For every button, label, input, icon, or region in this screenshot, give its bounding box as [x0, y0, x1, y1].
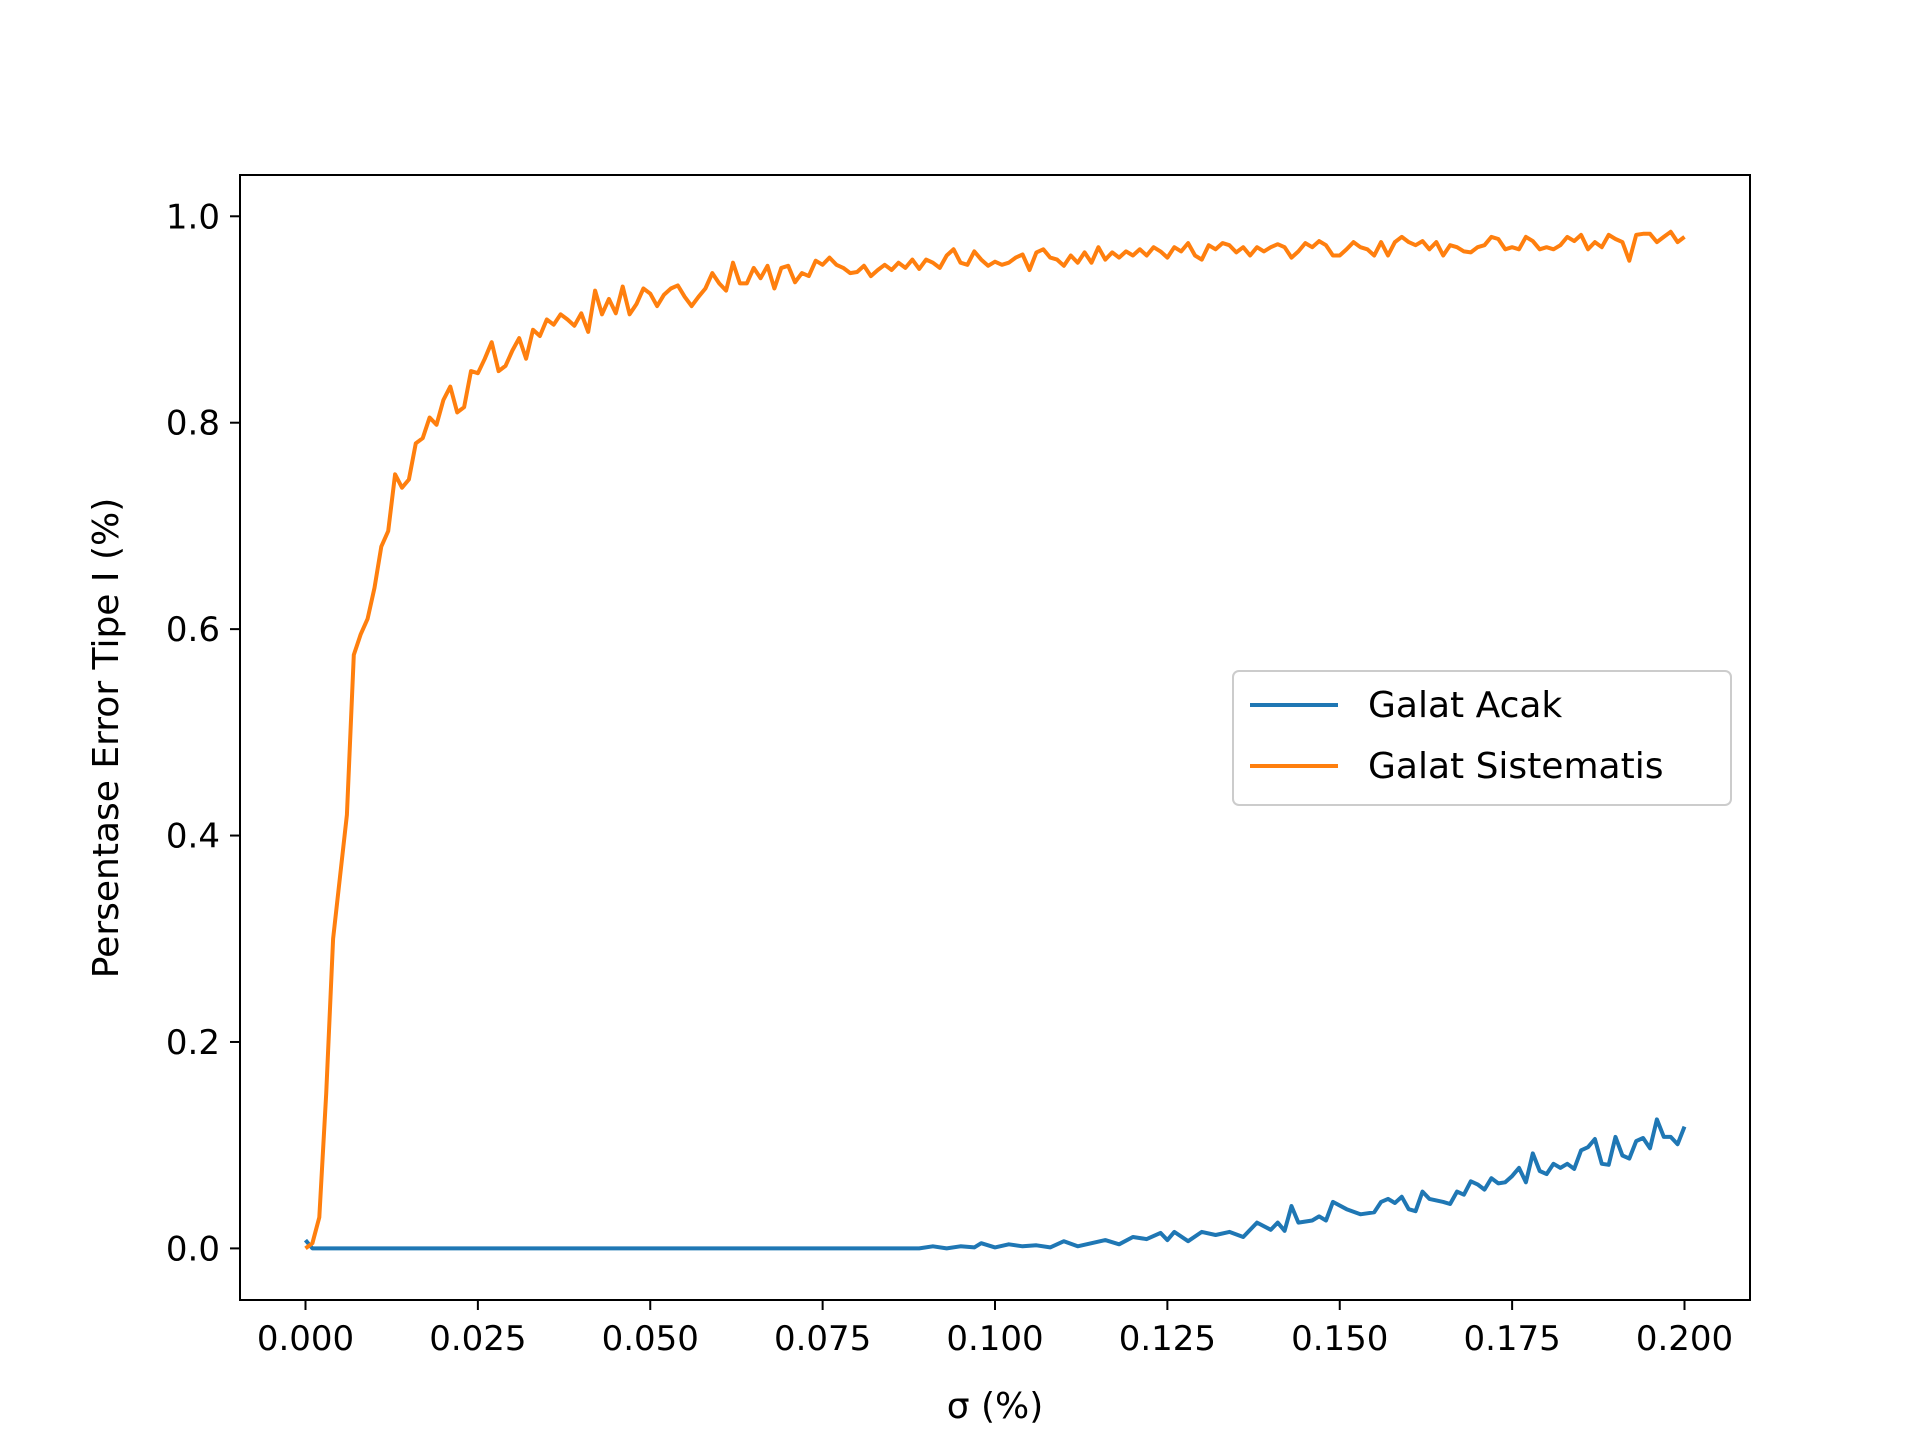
x-tick-label: 0.125 — [1119, 1319, 1216, 1359]
series-layer — [303, 229, 1687, 1251]
x-tick-label: 0.075 — [774, 1319, 871, 1359]
y-tick-label: 0.0 — [166, 1229, 220, 1269]
y-tick-label: 1.0 — [166, 197, 220, 237]
y-axis-label: Persentase Error Tipe I (%) — [86, 498, 127, 979]
series-line-galat-acak — [303, 1117, 1687, 1251]
x-tick-label: 0.050 — [602, 1319, 699, 1359]
x-tick-label: 0.025 — [429, 1319, 526, 1359]
series-line-galat-sistematis — [304, 229, 1686, 1250]
x-tick-label: 0.000 — [257, 1319, 354, 1359]
y-tick-label: 0.6 — [166, 610, 220, 650]
y-tick-label: 0.8 — [166, 404, 220, 444]
x-tick-label: 0.200 — [1636, 1319, 1733, 1359]
y-tick-label: 0.2 — [166, 1023, 220, 1063]
x-tick-label: 0.100 — [946, 1319, 1043, 1359]
y-axis-ticks: 0.0 0.2 0.4 0.6 0.8 1.0 — [166, 197, 240, 1269]
x-axis-ticks: 0.000 0.025 0.050 0.075 0.100 0.125 0.150 0.175… — [257, 1300, 1733, 1359]
legend-label-galat-sistematis: Galat Sistematis — [1368, 746, 1663, 787]
legend-box — [1232, 670, 1732, 806]
x-tick-label: 0.175 — [1463, 1319, 1560, 1359]
x-axis-label: σ (%) — [947, 1386, 1044, 1427]
legend: Galat Acak Galat Sistematis — [1232, 670, 1732, 806]
y-tick-label: 0.4 — [166, 817, 220, 857]
legend-label-galat-acak: Galat Acak — [1368, 685, 1562, 726]
x-tick-label: 0.150 — [1291, 1319, 1388, 1359]
